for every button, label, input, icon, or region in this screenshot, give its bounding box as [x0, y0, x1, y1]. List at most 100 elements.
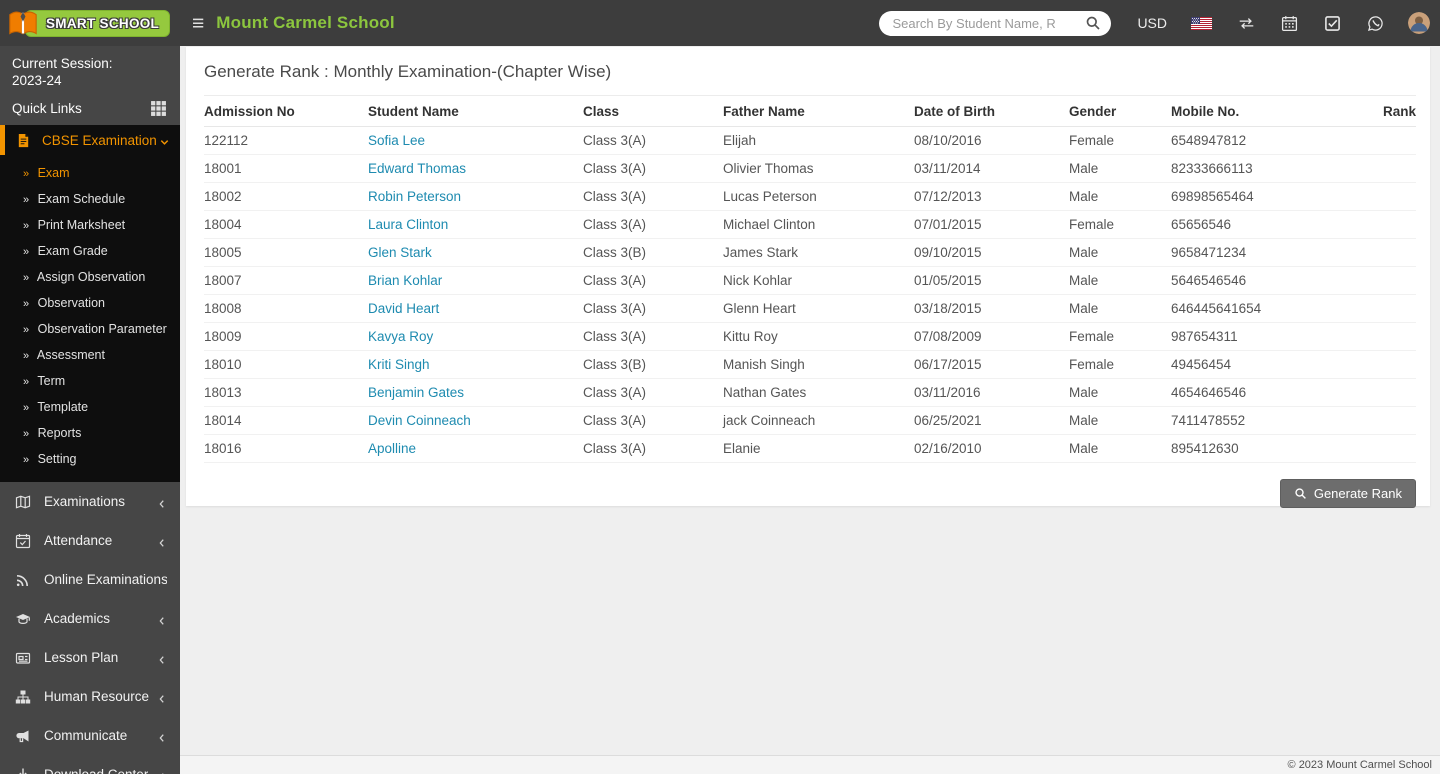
cell-rank — [1383, 126, 1416, 155]
content-card: Generate Rank : Monthly Examination-(Cha… — [186, 47, 1430, 508]
sidebar-item-attendance[interactable]: Attendance — [0, 521, 180, 560]
sidebar-item-human-resource[interactable]: Human Resource — [0, 677, 180, 716]
student-name-link[interactable]: David Heart — [368, 301, 440, 316]
cell-student-name: Kriti Singh — [368, 350, 583, 379]
column-header-rank: Rank — [1383, 96, 1416, 127]
sidebar-item-examinations[interactable]: Examinations — [0, 482, 180, 521]
student-name-link[interactable]: Devin Coinneach — [368, 413, 471, 428]
quick-links-label: Quick Links — [12, 101, 82, 116]
whatsapp-icon[interactable] — [1367, 15, 1384, 32]
submenu-item-observation-parameter[interactable]: » Observation Parameter — [0, 316, 180, 342]
calendar-icon[interactable] — [1281, 15, 1298, 32]
cell-gender: Female — [1069, 210, 1171, 239]
student-name-link[interactable]: Kavya Roy — [368, 329, 434, 344]
sidebar-item-lesson-plan[interactable]: Lesson Plan — [0, 638, 180, 677]
table-row: 122112 Sofia Lee Class 3(A) Elijah 08/10/201… — [204, 126, 1416, 155]
submenu-item-exam-grade[interactable]: » Exam Grade — [0, 238, 180, 264]
cell-student-name: Robin Peterson — [368, 182, 583, 211]
app-logo[interactable]: SMART SCHOOL — [0, 0, 180, 46]
language-flag-icon[interactable] — [1191, 16, 1212, 30]
cell-student-name: Edward Thomas — [368, 154, 583, 183]
submenu-item-label: Template — [34, 400, 89, 414]
page-title: Generate Rank : Monthly Examination-(Cha… — [204, 47, 1416, 96]
student-name-link[interactable]: Glen Stark — [368, 245, 432, 260]
submenu-item-assign-observation[interactable]: » Assign Observation — [0, 264, 180, 290]
student-name-link[interactable]: Apolline — [368, 441, 417, 456]
cell-admission-no: 18004 — [204, 210, 368, 239]
submenu-item-template[interactable]: » Template — [0, 394, 180, 420]
cell-gender: Female — [1069, 126, 1171, 155]
sidebar-item-label: Academics — [44, 611, 111, 626]
sidebar-item-cbse-examination[interactable]: CBSE Examination — [0, 125, 180, 155]
sidebar-item-label: Human Resource — [44, 689, 150, 704]
cell-gender: Male — [1069, 266, 1171, 295]
double-caret-icon: » — [23, 194, 30, 206]
sidebar-item-label: Communicate — [44, 728, 128, 743]
cell-admission-no: 18016 — [204, 434, 368, 463]
cell-mobile: 6548947812 — [1171, 126, 1383, 155]
search-input[interactable] — [892, 15, 1071, 31]
sidebar-item-label: Lesson Plan — [44, 650, 119, 665]
quick-links[interactable]: Quick Links — [0, 91, 180, 125]
double-caret-icon: » — [23, 298, 30, 310]
cell-rank — [1383, 238, 1416, 267]
cell-admission-no: 18013 — [204, 378, 368, 407]
sidebar-item-academics[interactable]: Academics — [0, 599, 180, 638]
cell-father-name: Kittu Roy — [723, 322, 914, 351]
cell-father-name: Olivier Thomas — [723, 154, 914, 183]
submenu-item-reports[interactable]: » Reports — [0, 420, 180, 446]
search-icon[interactable] — [1085, 15, 1101, 31]
student-name-link[interactable]: Edward Thomas — [368, 161, 467, 176]
submenu-item-setting[interactable]: » Setting — [0, 446, 180, 472]
cell-dob: 07/08/2009 — [914, 322, 1069, 351]
submenu-item-term[interactable]: » Term — [0, 368, 180, 394]
column-header-father-name: Father Name — [723, 96, 914, 127]
cell-student-name: David Heart — [368, 294, 583, 323]
cell-dob: 03/18/2015 — [914, 294, 1069, 323]
sidebar-item-communicate[interactable]: Communicate — [0, 716, 180, 755]
cell-class: Class 3(A) — [583, 266, 723, 295]
generate-rank-button[interactable]: Generate Rank — [1279, 479, 1416, 508]
submenu-item-exam[interactable]: » Exam — [0, 160, 180, 186]
submenu-item-print-marksheet[interactable]: » Print Marksheet — [0, 212, 180, 238]
student-name-link[interactable]: Sofia Lee — [368, 133, 426, 148]
student-name-link[interactable]: Brian Kohlar — [368, 273, 443, 288]
submenu-item-observation[interactable]: » Observation — [0, 290, 180, 316]
cell-class: Class 3(A) — [583, 210, 723, 239]
cell-admission-no: 18005 — [204, 238, 368, 267]
double-caret-icon: » — [23, 454, 30, 466]
student-name-link[interactable]: Robin Peterson — [368, 189, 462, 204]
submenu-item-label: Setting — [34, 452, 77, 466]
user-avatar[interactable] — [1408, 12, 1430, 34]
student-name-link[interactable]: Benjamin Gates — [368, 385, 465, 400]
submenu-item-label: Exam Schedule — [34, 192, 126, 206]
cell-dob: 01/05/2015 — [914, 266, 1069, 295]
cell-father-name: jack Coinneach — [723, 406, 914, 435]
cell-student-name: Brian Kohlar — [368, 266, 583, 295]
submenu-item-label: Assign Observation — [34, 270, 146, 284]
tasks-icon[interactable] — [1324, 15, 1341, 32]
cell-dob: 02/16/2010 — [914, 434, 1069, 463]
cell-rank — [1383, 406, 1416, 435]
submenu-item-assessment[interactable]: » Assessment — [0, 342, 180, 368]
exchange-icon[interactable] — [1238, 15, 1255, 32]
bullhorn-icon — [15, 728, 31, 744]
column-header-admission-no: Admission No — [204, 96, 368, 127]
submenu-item-exam-schedule[interactable]: » Exam Schedule — [0, 186, 180, 212]
column-header-mobile-no: Mobile No. — [1171, 96, 1383, 127]
session-value: 2023-24 — [12, 73, 62, 88]
currency-selector[interactable]: USD — [1137, 15, 1167, 31]
student-name-link[interactable]: Laura Clinton — [368, 217, 449, 232]
sidebar-item-online-examinations[interactable]: Online Examinations — [0, 560, 180, 599]
cell-father-name: Lucas Peterson — [723, 182, 914, 211]
cell-father-name: Glenn Heart — [723, 294, 914, 323]
sidebar-item-download-center[interactable]: Download Center — [0, 755, 180, 774]
grid-icon[interactable] — [150, 100, 167, 117]
cell-rank — [1383, 294, 1416, 323]
cell-class: Class 3(A) — [583, 434, 723, 463]
cell-rank — [1383, 182, 1416, 211]
cell-father-name: Elanie — [723, 434, 914, 463]
student-name-link[interactable]: Kriti Singh — [368, 357, 430, 372]
hamburger-menu-icon[interactable]: ≡ — [192, 11, 205, 35]
cell-class: Class 3(B) — [583, 350, 723, 379]
